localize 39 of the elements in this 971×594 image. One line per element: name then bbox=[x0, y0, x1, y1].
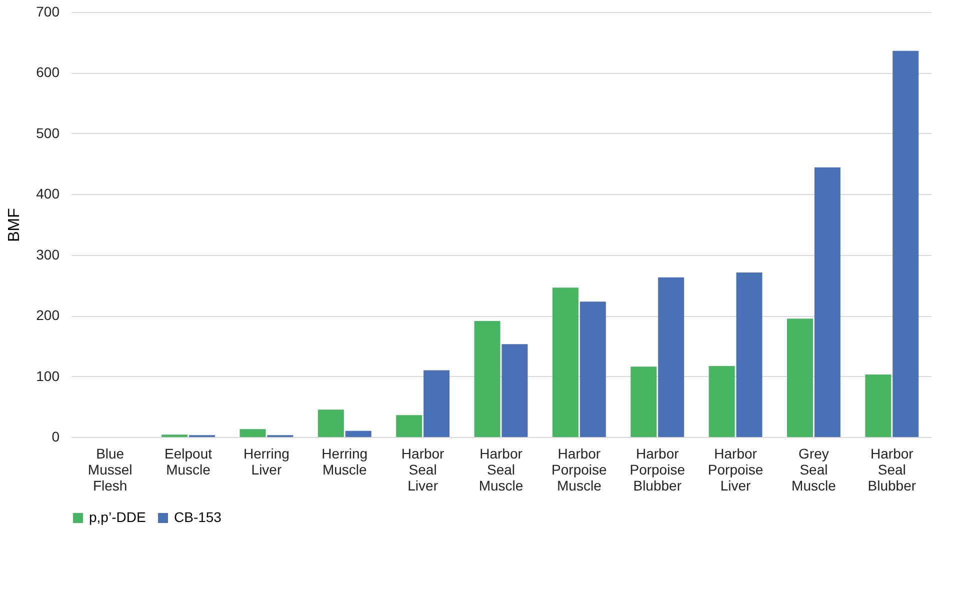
x-tick-label: Herring Muscle bbox=[322, 446, 368, 478]
bar bbox=[658, 277, 684, 437]
y-tick-label: 300 bbox=[36, 246, 60, 262]
legend-label: CB-153 bbox=[174, 509, 222, 525]
bar bbox=[318, 410, 344, 437]
x-tick-label: Harbor Seal Blubber bbox=[868, 446, 916, 494]
bar bbox=[396, 415, 422, 437]
x-tick-label: Harbor Porpoise Liver bbox=[708, 446, 764, 494]
x-tick-label: Herring Liver bbox=[244, 446, 290, 478]
y-tick-label: 500 bbox=[36, 124, 60, 141]
bar bbox=[787, 318, 814, 437]
x-tick-label: Harbor Porpoise Blubber bbox=[630, 446, 686, 494]
y-tick-label: 200 bbox=[36, 307, 60, 324]
y-tick-label: 0 bbox=[52, 428, 60, 444]
x-tick-label: Harbor Porpoise Muscle bbox=[552, 446, 608, 494]
bar bbox=[814, 167, 840, 437]
legend-label: p,p’-DDE bbox=[89, 509, 146, 525]
bar bbox=[552, 288, 578, 437]
bar bbox=[630, 366, 657, 437]
bar bbox=[345, 430, 372, 437]
bar bbox=[502, 344, 528, 437]
y-axis-title: BMF bbox=[6, 208, 24, 242]
y-tick-label: 400 bbox=[36, 186, 60, 202]
x-tick-label: Eelpout Muscle bbox=[164, 446, 212, 478]
bar bbox=[892, 50, 919, 437]
x-tick-label: Harbor Seal Muscle bbox=[478, 446, 524, 494]
y-tick-label: 700 bbox=[36, 4, 60, 20]
x-tick-label: Grey Seal Muscle bbox=[792, 446, 836, 494]
bar bbox=[240, 429, 266, 437]
x-tick-label: Blue Mussel Flesh bbox=[88, 446, 132, 494]
bar bbox=[708, 366, 735, 437]
y-tick-label: 600 bbox=[36, 64, 60, 80]
bar bbox=[865, 374, 892, 437]
bar bbox=[736, 272, 762, 437]
x-tick-label: Harbor Seal Liver bbox=[401, 446, 445, 494]
bar bbox=[474, 321, 500, 437]
y-tick-label: 100 bbox=[36, 368, 60, 384]
bar bbox=[424, 370, 450, 437]
bar bbox=[580, 302, 606, 437]
